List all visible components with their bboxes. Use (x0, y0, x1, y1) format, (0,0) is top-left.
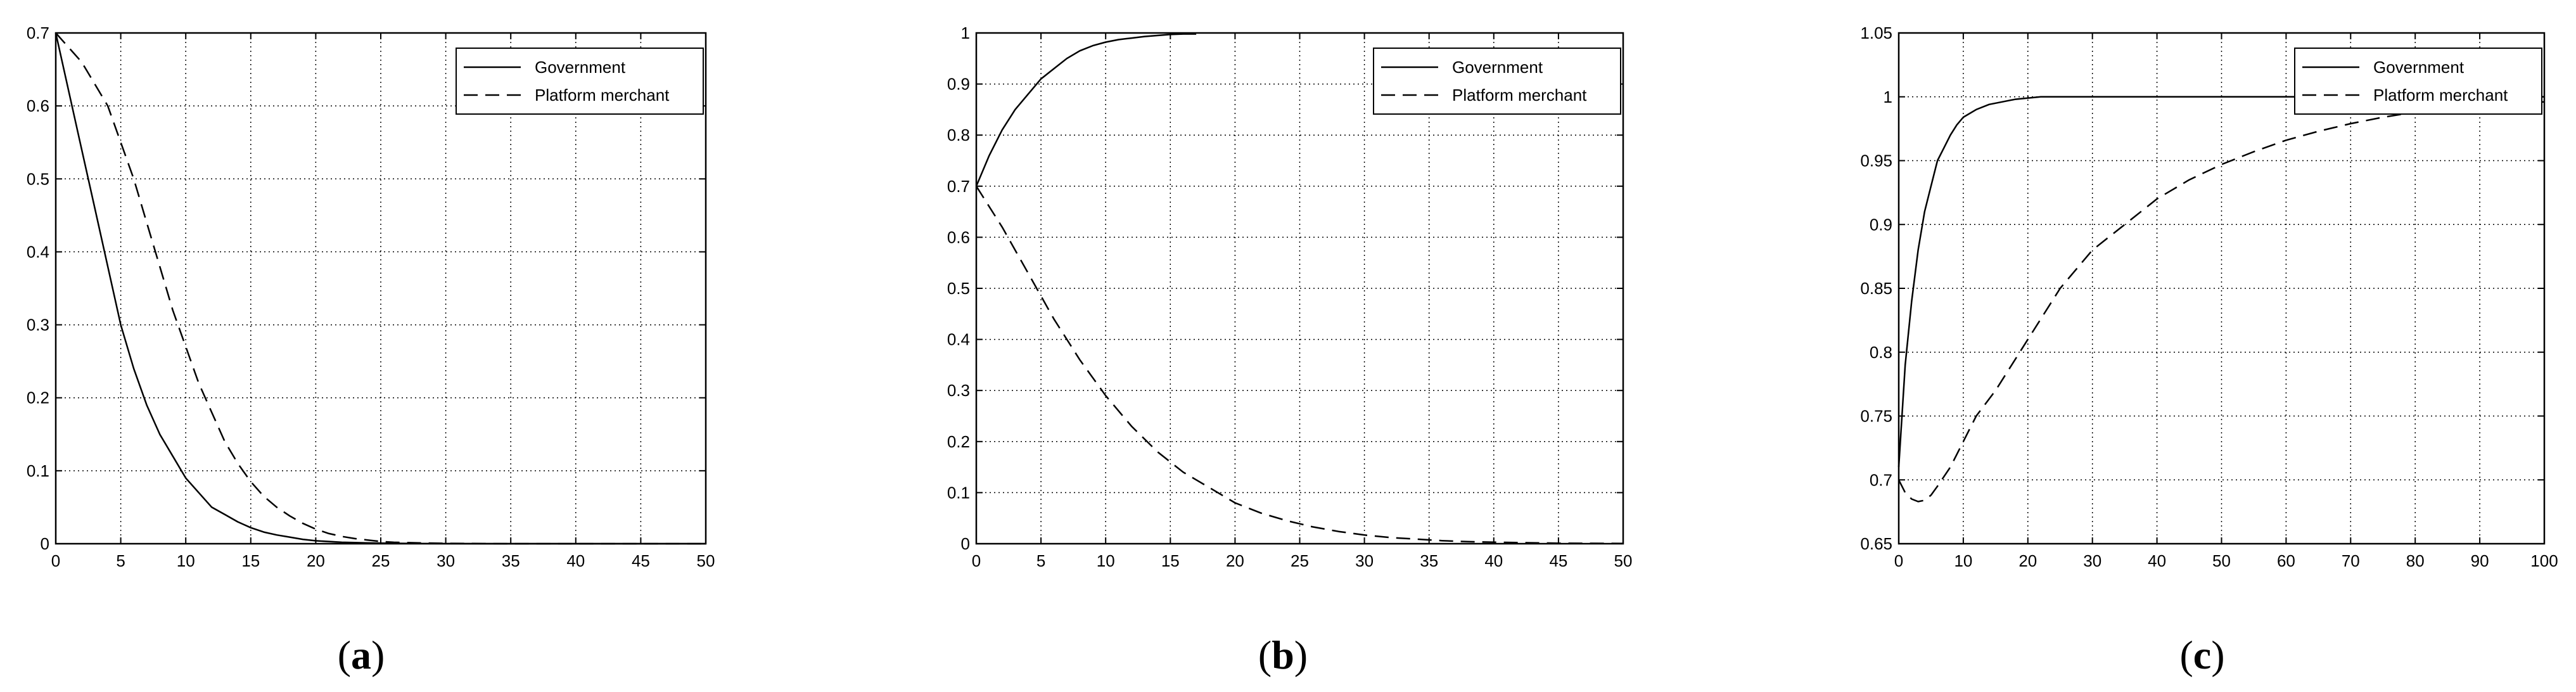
y-tick-label: 0.1 (947, 483, 970, 502)
x-tick-label: 40 (2148, 551, 2166, 570)
axes-frame (975, 32, 1624, 545)
x-tick-label: 50 (697, 551, 715, 570)
x-tick-label: 70 (2342, 551, 2360, 570)
y-tick-label: 0.3 (947, 381, 970, 400)
y-tick-label: 0 (961, 534, 970, 553)
x-tick-label: 15 (1161, 551, 1180, 570)
panel-label-c-letter: c (2193, 632, 2211, 677)
x-tick-label: 15 (241, 551, 260, 570)
y-tick-label: 0.8 (1870, 343, 1892, 362)
y-tick-label: 0.7 (27, 23, 49, 42)
x-tick-label: 0 (1894, 551, 1903, 570)
y-tick-label: 0 (41, 534, 49, 553)
y-tick-label: 0.9 (947, 75, 970, 94)
y-tick-label: 0.75 (1860, 407, 1892, 426)
x-tick-label: 25 (1291, 551, 1309, 570)
x-tick-label: 0 (972, 551, 981, 570)
axes-frame (54, 32, 707, 545)
x-tick-label: 25 (372, 551, 390, 570)
panel-label-b-letter: b (1272, 632, 1294, 677)
y-tick-label: 0.5 (947, 279, 970, 298)
x-tick-label: 35 (1420, 551, 1438, 570)
y-tick-label: 0.6 (947, 227, 970, 247)
y-tick-label: 0.65 (1860, 534, 1892, 553)
y-tick-label: 0.2 (27, 388, 49, 407)
x-tick-label: 30 (437, 551, 455, 570)
legend-label-platform-merchant: Platform merchant (535, 86, 670, 105)
x-tick-label: 40 (1484, 551, 1503, 570)
y-tick-label: 0.4 (947, 330, 970, 349)
legend-label-government: Government (1452, 58, 1543, 77)
y-tick-label: 0.3 (27, 316, 49, 335)
series-line-government (975, 33, 1197, 187)
axes-frame (1897, 32, 2546, 545)
y-tick-label: 1.05 (1860, 23, 1892, 42)
legend-box (456, 48, 704, 115)
panel-label-a-letter: a (351, 632, 371, 677)
series-line-platform-merchant (975, 186, 1624, 544)
x-tick-label: 100 (2530, 551, 2558, 570)
legend: Government Platform merchant (456, 48, 704, 115)
x-tick-label: 20 (2018, 551, 2037, 570)
x-tick-label: 5 (1036, 551, 1045, 570)
y-tick-label: 0.8 (947, 125, 970, 144)
x-tick-label: 35 (502, 551, 520, 570)
panel-label-b: (b) (1258, 632, 1308, 677)
y-tick-label: 0.5 (27, 169, 49, 188)
x-tick-label: 45 (1549, 551, 1567, 570)
y-tick-label: 0.7 (1870, 470, 1892, 489)
chart-panel-b: 0 5 10 15 20 25 30 35 40 45 50 0 0.1 0.2 0.3 0.4 0.5 0.6 0… (947, 23, 1633, 570)
y-tick-label: 0.9 (1870, 215, 1892, 234)
y-tick-label: 0.1 (27, 461, 49, 480)
x-tick-label: 30 (1355, 551, 1374, 570)
y-tick-label: 1 (961, 23, 970, 42)
series-line-government (1897, 96, 2544, 468)
y-tick-label: 0.85 (1860, 279, 1892, 298)
x-tick-label: 10 (1954, 551, 1972, 570)
legend-label-government: Government (535, 58, 626, 77)
x-tick-label: 0 (51, 551, 60, 570)
x-tick-label: 60 (2277, 551, 2295, 570)
legend-box (1373, 48, 1621, 115)
y-tick-label: 0.2 (947, 432, 970, 451)
x-tick-label: 45 (632, 551, 650, 570)
y-tick-label: 0.7 (947, 177, 970, 196)
y-tick-label: 0.6 (27, 96, 49, 115)
chart-panel-a: 0 5 10 15 20 25 30 35 40 45 50 0 0.1 0.2 0.3 0.4 0.5 0.6 0… (27, 23, 715, 570)
x-tick-label: 20 (307, 551, 325, 570)
x-tick-label: 50 (1614, 551, 1633, 570)
legend-label-government: Government (2373, 58, 2464, 77)
x-tick-label: 90 (2471, 551, 2489, 570)
x-tick-label: 30 (2083, 551, 2101, 570)
legend-label-platform-merchant: Platform merchant (1452, 86, 1587, 105)
legend-label-platform-merchant: Platform merchant (2373, 86, 2508, 105)
x-tick-label: 40 (566, 551, 585, 570)
series-line-platform-merchant (55, 32, 706, 545)
y-tick-label: 1 (1884, 87, 1892, 106)
x-tick-label: 5 (116, 551, 125, 570)
panel-label-a: (a) (338, 632, 385, 677)
legend: Government Platform merchant (2294, 48, 2542, 115)
x-tick-label: 10 (177, 551, 195, 570)
panel-label-c: (c) (2179, 632, 2224, 677)
x-tick-label: 10 (1097, 551, 1115, 570)
legend-box (2294, 48, 2542, 115)
x-tick-label: 20 (1226, 551, 1244, 570)
x-tick-label: 80 (2406, 551, 2425, 570)
y-tick-label: 0.95 (1860, 151, 1892, 170)
y-tick-label: 0.4 (27, 242, 49, 261)
chart-panel-c: 0 10 20 30 40 50 60 70 80 90 100 0.65 0.7 0.75 0.8 0.85… (1860, 23, 2558, 570)
legend: Government Platform merchant (1373, 48, 1621, 115)
x-tick-label: 50 (2212, 551, 2231, 570)
